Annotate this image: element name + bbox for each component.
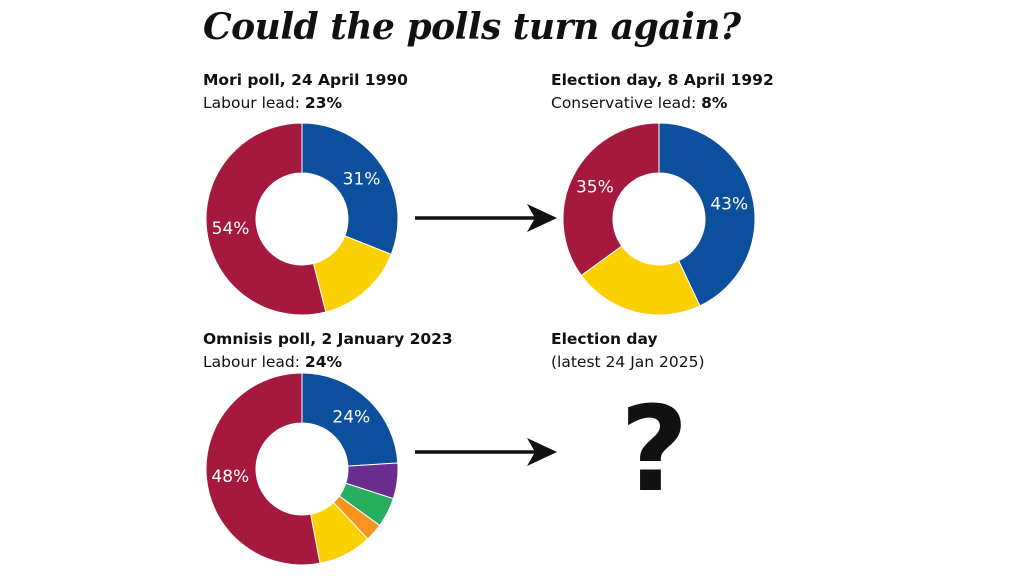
slice-label: 48%	[211, 467, 249, 487]
pie-slice	[301, 122, 399, 255]
slice-label: 43%	[710, 194, 748, 214]
slice-label: 31%	[343, 170, 381, 190]
pie-slice	[301, 372, 399, 467]
panel-2-subheading: Conservative lead: 8%	[551, 92, 774, 115]
panel-1-label: Mori poll, 24 April 1990 Labour lead: 23…	[203, 69, 408, 115]
panel-3-lead-prefix: Labour lead:	[203, 353, 305, 371]
slice-label: 24%	[332, 408, 370, 428]
panel-3-lead-value: 24%	[304, 353, 343, 371]
panel-3-subheading: Labour lead: 24%	[203, 351, 453, 374]
panel-2-lead-value: 8%	[701, 94, 728, 112]
pie-slice	[658, 122, 756, 307]
slice-label: 35%	[576, 177, 614, 197]
chart-title: Could the polls turn again?	[203, 6, 741, 48]
panel-2-label: Election day, 8 April 1992 Conservative …	[551, 69, 774, 115]
panel-2-heading: Election day, 8 April 1992	[551, 71, 774, 89]
question-mark-icon: ?	[620, 380, 689, 518]
pie-slice	[580, 245, 701, 316]
pie-slice	[205, 372, 321, 566]
panel-3-label: Omnisis poll, 2 January 2023 Labour lead…	[203, 328, 453, 374]
panel-4-heading: Election day	[551, 330, 658, 348]
panel-4-subheading: (latest 24 Jan 2025)	[551, 353, 705, 371]
panel-1-subheading: Labour lead: 23%	[203, 92, 408, 115]
panel-4-label: Election day (latest 24 Jan 2025)	[551, 328, 705, 374]
arrow-right-icon	[415, 204, 557, 232]
panel-2-lead-prefix: Conservative lead:	[551, 94, 702, 112]
slice-label: 54%	[212, 219, 250, 239]
arrow-right-icon	[415, 438, 557, 466]
pie-slice	[562, 122, 660, 277]
panel-3-heading: Omnisis poll, 2 January 2023	[203, 330, 453, 348]
panel-1-lead-prefix: Labour lead:	[203, 94, 305, 112]
panel-1-heading: Mori poll, 24 April 1990	[203, 71, 408, 89]
pie-slice	[205, 122, 327, 316]
panel-1-lead-value: 23%	[304, 94, 343, 112]
